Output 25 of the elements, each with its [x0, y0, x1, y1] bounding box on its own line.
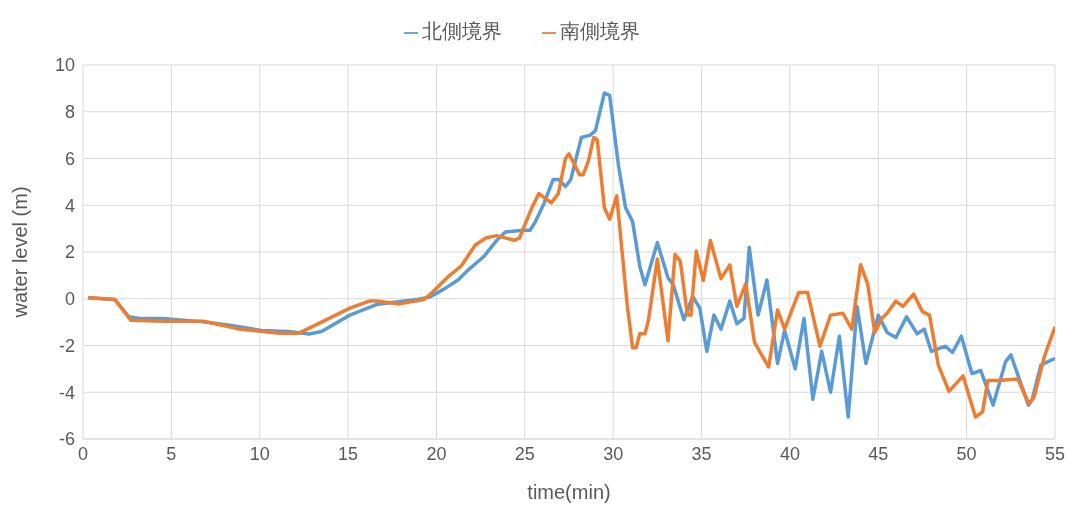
y-tick-label: 2 [64, 242, 75, 263]
y-tick-label: -4 [58, 382, 75, 403]
x-tick-label: 25 [514, 443, 535, 464]
y-tick-label: 6 [64, 148, 75, 169]
x-tick-label: 45 [868, 443, 889, 464]
y-tick-label: -2 [58, 335, 75, 356]
y-tick-label: -6 [58, 429, 75, 450]
x-axis-title: time(min) [527, 481, 611, 503]
x-tick-label: 10 [249, 443, 270, 464]
x-tick-label: 20 [426, 443, 447, 464]
y-tick-label: 10 [54, 55, 75, 76]
legend-label: 南側境界 [559, 19, 640, 43]
x-tick-label: 30 [603, 443, 624, 464]
y-tick-label: 0 [64, 289, 75, 310]
x-tick-label: 40 [779, 443, 800, 464]
y-axis-title: water level (m) [9, 186, 32, 319]
y-tick-label: 4 [64, 195, 75, 216]
x-tick-label: 55 [1044, 443, 1066, 464]
legend-label: 北側境界 [421, 19, 502, 43]
x-tick-label: 15 [338, 443, 359, 464]
x-tick-label: 35 [691, 443, 712, 464]
y-tick-label: 8 [64, 102, 75, 123]
x-tick-label: 5 [166, 443, 177, 464]
x-tick-label: 50 [956, 443, 977, 464]
x-tick-label: 0 [77, 443, 89, 464]
